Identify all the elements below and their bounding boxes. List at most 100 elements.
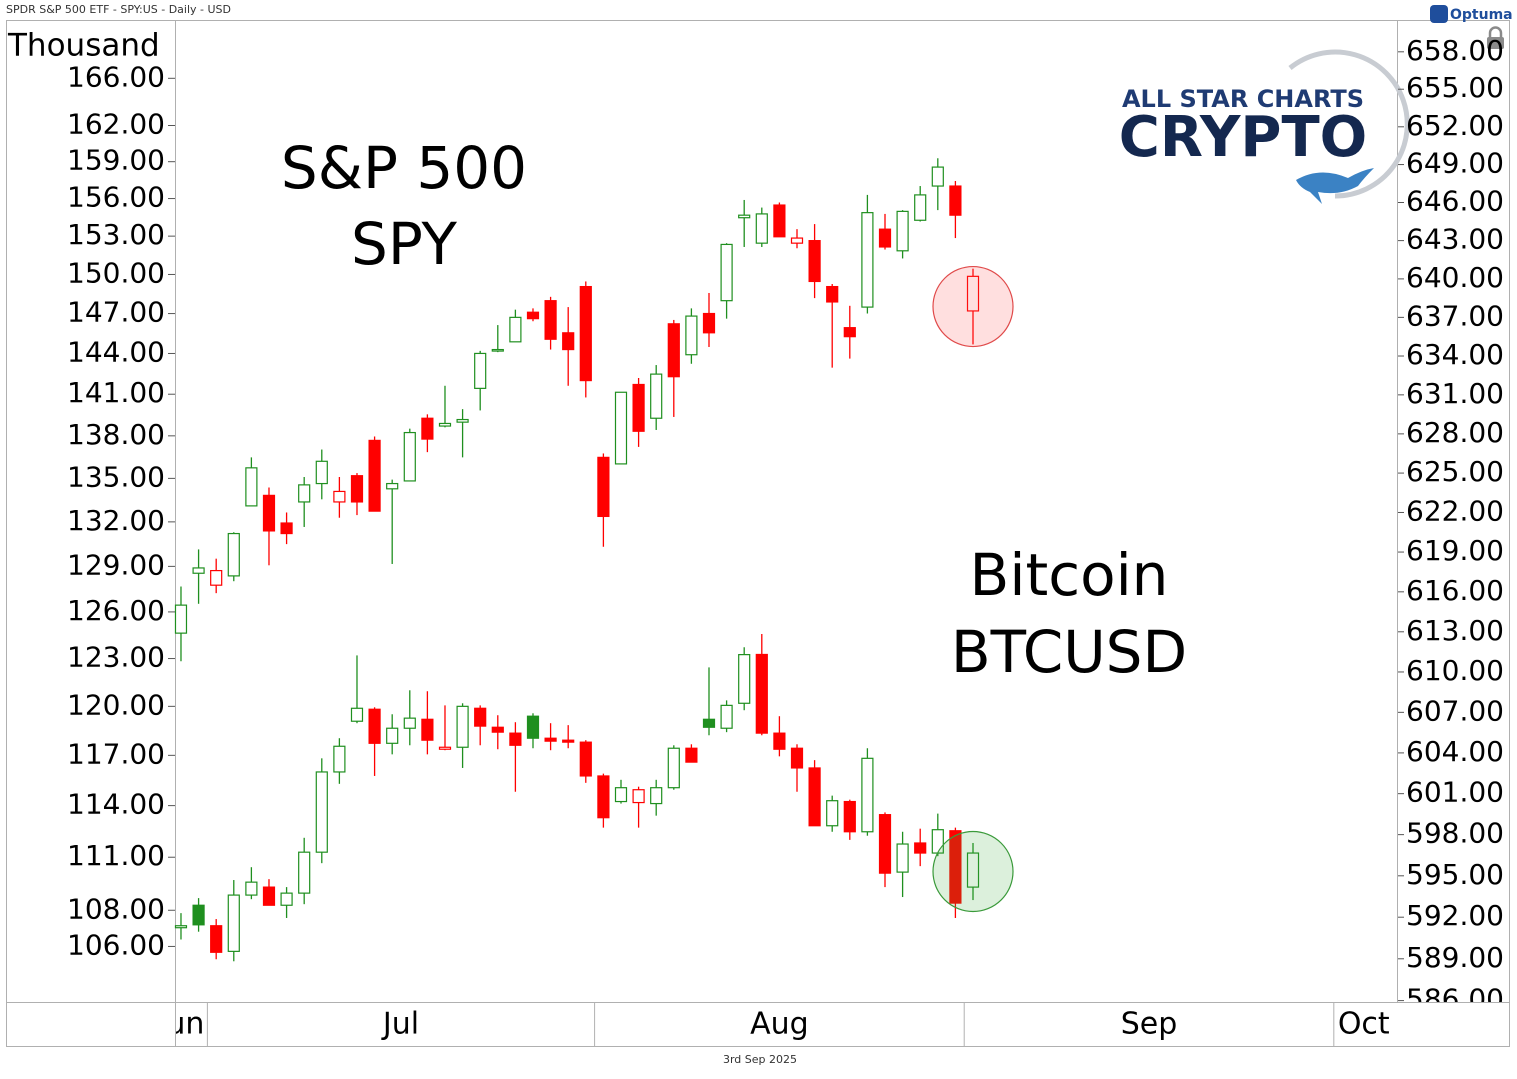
candle-body [896, 843, 909, 873]
logo: ALL STAR CHARTS CRYPTO [1119, 49, 1410, 204]
candle-body [702, 718, 716, 728]
candle-body [562, 739, 575, 743]
candle-body [403, 431, 416, 482]
candle-body [738, 654, 751, 704]
y-tick-label: 132.00 [67, 504, 165, 537]
candle-body [174, 604, 188, 634]
candle-body [931, 166, 944, 187]
y2-tick-label: 619.00 [1406, 534, 1504, 567]
brand-name: Optuma [1450, 7, 1513, 23]
y-tick-label: 135.00 [67, 460, 165, 493]
candle-body [386, 482, 399, 490]
candle-body [966, 275, 980, 312]
candle-body [861, 757, 874, 833]
candle-body [403, 717, 416, 729]
y2-tick-label: 646.00 [1406, 185, 1504, 218]
footer-date: 3rd Sep 2025 [723, 1053, 797, 1066]
brand-icon [1430, 5, 1448, 23]
y2-tick-label: 592.00 [1406, 899, 1504, 932]
y-tick-label: 153.00 [67, 218, 165, 251]
candle-body [421, 718, 434, 741]
candle-body [614, 787, 628, 803]
x-tick-label: Oct [1338, 1007, 1390, 1042]
logo-line1: ALL STAR CHARTS [1122, 85, 1364, 113]
logo-arc [1288, 49, 1410, 199]
candle-body [755, 213, 768, 244]
x-tick-label: Jul [381, 1007, 419, 1042]
y2-tick-label: 598.00 [1406, 817, 1504, 850]
candle-body [474, 352, 487, 389]
y-tick-label: 106.00 [67, 928, 165, 961]
candle-body [491, 348, 504, 352]
plot [174, 158, 1014, 962]
y-axis-label: Thousand [7, 28, 160, 64]
chart-title: SPDR S&P 500 ETF - SPY:US - Daily - USD [6, 3, 231, 16]
y2-ticks: 586.00 589.00 592.00 595.00 598.00 601.00 604.… [1398, 34, 1504, 1016]
y-tick-label: 108.00 [67, 892, 165, 925]
y2-tick-label: 655.00 [1406, 71, 1504, 104]
candle-body [174, 925, 188, 929]
candle-body [579, 741, 592, 777]
y2-tick-label: 586.00 [1406, 983, 1504, 1016]
candle-body [298, 851, 311, 894]
y2-tick-label: 589.00 [1406, 941, 1504, 974]
y-tick-label: 111.00 [67, 839, 165, 872]
candle-body [438, 746, 452, 750]
y2-tick-label: 595.00 [1406, 858, 1504, 891]
candle-body [650, 373, 663, 419]
candle-body [579, 285, 592, 382]
candle-body [562, 332, 575, 351]
candle-body [808, 240, 821, 283]
candle-body [826, 285, 839, 303]
candle-body [826, 800, 839, 827]
logo-line2: CRYPTO [1119, 105, 1368, 170]
y-tick-label: 150.00 [67, 256, 165, 289]
y-tick-label: 126.00 [67, 594, 165, 627]
y2-tick-label: 607.00 [1406, 694, 1504, 727]
annotation: BTCUSD [951, 618, 1187, 686]
y2-tick-label: 658.00 [1406, 34, 1504, 67]
candle-body [878, 814, 892, 874]
x-tick-label: Sep [1121, 1007, 1178, 1042]
y-tick-label: 156.00 [67, 181, 165, 214]
lock-shackle [1488, 26, 1503, 37]
y-tick-label: 144.00 [67, 335, 165, 368]
candle-body [245, 881, 258, 896]
y2-tick-label: 610.00 [1406, 654, 1504, 687]
y2-tick-label: 652.00 [1406, 109, 1504, 142]
candle-body [474, 707, 487, 727]
candle-body [597, 775, 610, 819]
candle-body [632, 383, 645, 432]
y2-tick-label: 640.00 [1406, 261, 1504, 294]
candle-body [210, 569, 223, 586]
candle-body [227, 532, 240, 577]
candle-body [790, 747, 804, 769]
candle-body [896, 210, 909, 252]
candle-body [544, 737, 557, 742]
y2-tick-label: 601.00 [1406, 776, 1504, 809]
candle-body [280, 522, 293, 535]
candle-body [808, 767, 821, 827]
highlight-circle [932, 830, 1014, 913]
candle-body [421, 417, 434, 440]
candle-body [368, 708, 381, 744]
y-tick-label: 120.00 [67, 688, 165, 721]
annotation: SPY [351, 210, 458, 278]
candle-body [544, 300, 557, 340]
y-tick-label: 141.00 [67, 376, 165, 409]
y2-tick-label: 643.00 [1406, 223, 1504, 256]
y2-tick-label: 628.00 [1406, 416, 1504, 449]
candle-body [210, 925, 223, 953]
y-tick-label: 123.00 [67, 641, 165, 674]
candle-body [702, 312, 716, 334]
y-tick-label: 114.00 [67, 788, 165, 821]
candle-body [315, 771, 328, 853]
y2-tick-label: 613.00 [1406, 614, 1504, 647]
candle-body [685, 315, 698, 356]
y-tick-label: 129.00 [67, 548, 165, 581]
candle-body [509, 732, 522, 746]
candle-body [438, 422, 452, 427]
candle-body [333, 490, 346, 503]
y-tick-label: 147.00 [67, 296, 165, 329]
candle-body [262, 886, 276, 906]
